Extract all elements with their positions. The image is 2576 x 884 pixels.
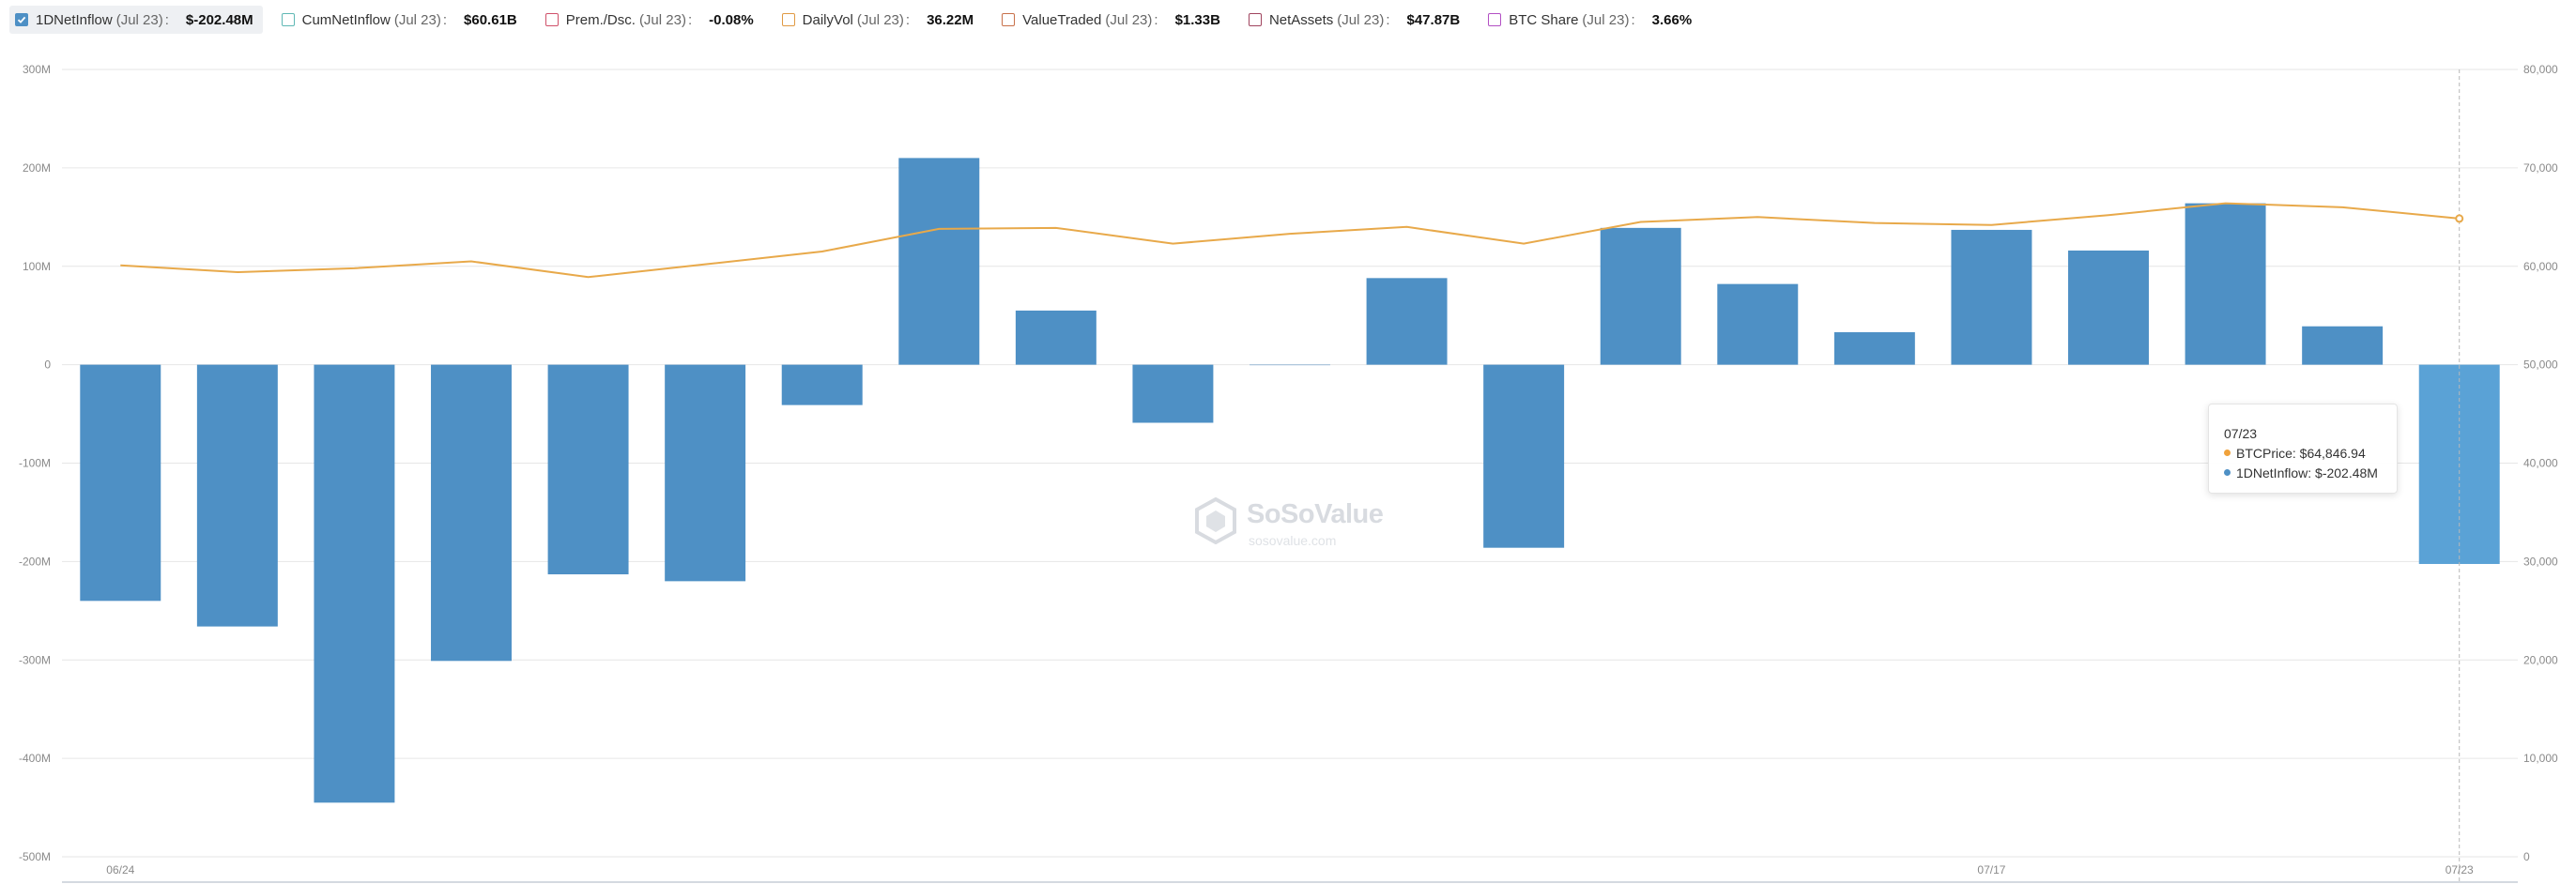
btcprice-line xyxy=(120,202,2460,279)
legend-value: -0.08% xyxy=(709,11,754,28)
legend-value: $60.61B xyxy=(464,11,517,28)
legend-label: 1DNetInflow xyxy=(36,11,113,28)
legend-date: (Jul 23) xyxy=(638,11,686,28)
legend-colon: : xyxy=(164,11,169,28)
legend-bar: 1DNetInflow (Jul 23): $-202.48M CumNetInflo… xyxy=(0,0,2576,39)
tooltip-btcprice-text: BTCPrice: $64,846.94 xyxy=(2236,445,2366,461)
legend-label: ValueTraded xyxy=(1022,11,1102,28)
legend-colon: : xyxy=(687,11,693,28)
y-left-tick-label: 0 xyxy=(44,358,51,372)
bar xyxy=(665,364,746,582)
legend-item-btc-share[interactable]: BTC Share (Jul 23):3.66% xyxy=(1482,6,1701,34)
bar xyxy=(1132,364,1214,423)
y-left-tick-label: -100M xyxy=(19,457,51,470)
y-right-tick-label: 50,000 xyxy=(2523,358,2558,372)
bar xyxy=(1483,364,1565,548)
legend-item-prem-dsc[interactable]: Prem./Dsc. (Jul 23): -0.08% xyxy=(540,6,763,34)
legend-checkbox-icon[interactable] xyxy=(1002,13,1016,26)
legend-item-dailyvol[interactable]: DailyVol (Jul 23):36.22M xyxy=(776,6,983,34)
y-left-tick-label: 300M xyxy=(23,63,51,76)
legend-date: (Jul 23) xyxy=(393,11,441,28)
legend-item-valuetraded[interactable]: ValueTraded (Jul 23): $1.33B xyxy=(996,6,1230,34)
bar xyxy=(1951,229,2032,365)
tooltip-row-1dnetinflow: 1DNetInflow: $-202.48M xyxy=(2224,463,2397,482)
x-tick-label: 07/23 xyxy=(2446,863,2474,876)
bar xyxy=(781,364,863,405)
legend-date: (Jul 23) xyxy=(856,11,904,28)
legend-date: (Jul 23) xyxy=(1582,11,1630,28)
legend-label: DailyVol xyxy=(802,11,853,28)
legend-value: $1.33B xyxy=(1174,11,1220,28)
legend-date: (Jul 23) xyxy=(1105,11,1153,28)
legend-label: BTC Share xyxy=(1509,11,1579,28)
y-right-tick-label: 70,000 xyxy=(2523,161,2558,175)
y-right-tick-label: 0 xyxy=(2523,850,2530,863)
legend-checkbox-icon[interactable] xyxy=(544,13,559,26)
watermark-title: SoSoValue xyxy=(1247,499,1384,529)
bar xyxy=(1250,364,1330,366)
legend-date: (Jul 23) xyxy=(115,11,163,28)
legend-checkbox-icon[interactable] xyxy=(1248,13,1262,26)
legend-colon: : xyxy=(1386,11,1390,28)
y-left-tick-label: -200M xyxy=(19,555,51,568)
sosovalue-logo-icon xyxy=(1195,497,1236,544)
bar xyxy=(2302,326,2384,365)
legend-item-cumnetinflow[interactable]: CumNetInflow (Jul 23): $60.61B xyxy=(276,6,527,34)
watermark: SoSoValue sosovalue.com xyxy=(1194,495,1384,552)
y-right-tick-label: 30,000 xyxy=(2523,555,2558,568)
x-tick-label: 07/17 xyxy=(1977,863,2005,876)
legend-value: $47.87B xyxy=(1406,11,1461,28)
y-right-tick-label: 20,000 xyxy=(2523,653,2558,666)
bar xyxy=(1717,283,1799,365)
y-left-tick-label: 200M xyxy=(23,161,51,175)
netinflow-dot-icon xyxy=(2224,469,2231,476)
y-left-tick-label: -400M xyxy=(19,752,51,765)
y-right-tick-label: 80,000 xyxy=(2523,63,2558,76)
tooltip-row-btcprice: BTCPrice: $64,846.94 xyxy=(2224,443,2397,463)
y-left-tick-label: -500M xyxy=(19,850,51,863)
y-right-tick-label: 10,000 xyxy=(2523,752,2558,765)
bar xyxy=(2185,203,2266,365)
bar xyxy=(1833,332,1915,365)
bar xyxy=(80,364,161,602)
bar xyxy=(196,364,278,627)
legend-colon: : xyxy=(1631,11,1635,28)
legend-checkbox-icon[interactable] xyxy=(1488,13,1502,26)
watermark-url: sosovalue.com xyxy=(1249,533,1337,548)
bar xyxy=(1015,310,1096,365)
bar xyxy=(1366,278,1448,365)
y-right-tick-label: 40,000 xyxy=(2523,457,2558,470)
bar xyxy=(2068,250,2149,365)
tooltip-date: 07/23 xyxy=(2224,425,2258,441)
legend-date: (Jul 23) xyxy=(1337,11,1385,28)
legend-label: NetAssets xyxy=(1268,11,1334,28)
legend-label: Prem./Dsc. xyxy=(565,11,636,28)
legend-checkbox-icon[interactable] xyxy=(281,13,295,26)
legend-colon: : xyxy=(905,11,911,28)
btcprice-point xyxy=(2455,214,2464,223)
legend-colon: : xyxy=(1154,11,1158,28)
bar xyxy=(314,364,395,803)
y-left-tick-label: 100M xyxy=(23,260,51,273)
legend-colon: : xyxy=(442,11,448,28)
btcprice-dot-icon xyxy=(2224,450,2231,456)
x-tick-label: 06/24 xyxy=(106,863,134,876)
bar xyxy=(1600,227,1681,365)
legend-value: 3.66% xyxy=(1651,11,1693,28)
legend-value: $-202.48M xyxy=(185,11,253,28)
legend-checkbox-icon[interactable] xyxy=(781,13,795,26)
legend-label: CumNetInflow xyxy=(301,11,391,28)
legend-checkbox-icon[interactable] xyxy=(15,13,28,26)
legend-item-netassets[interactable]: NetAssets (Jul 23): $47.87B xyxy=(1243,6,1469,34)
bar xyxy=(547,364,629,575)
tooltip-netinflow-text: 1DNetInflow: $-202.48M xyxy=(2236,465,2378,480)
y-right-tick-label: 60,000 xyxy=(2523,260,2558,273)
chart-tooltip: 07/23 BTCPrice: $64,846.94 1DNetInflow: … xyxy=(2208,404,2398,494)
legend-item-1dnetinflow[interactable]: 1DNetInflow (Jul 23): $-202.48M xyxy=(9,6,263,34)
bar xyxy=(431,364,512,662)
y-left-tick-label: -300M xyxy=(19,653,51,666)
legend-value: 36.22M xyxy=(927,11,974,28)
bar xyxy=(898,158,980,365)
